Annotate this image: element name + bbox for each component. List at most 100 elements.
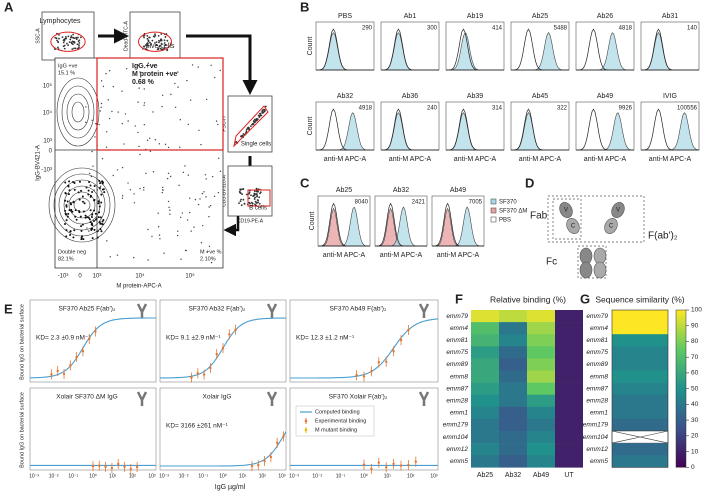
experimental-point	[275, 441, 279, 445]
event-dot	[68, 189, 71, 192]
colorbar-tick-label: 40	[691, 401, 699, 408]
event-dot	[57, 40, 59, 43]
event-dot	[106, 131, 108, 133]
domain-label: C	[609, 224, 614, 230]
event-dot	[158, 39, 160, 42]
event-dot	[99, 228, 102, 231]
event-dot	[93, 228, 96, 231]
row-label: emm81	[586, 337, 608, 344]
event-dot	[85, 186, 88, 189]
event-dot	[149, 41, 151, 44]
event-dot	[242, 188, 245, 190]
heatmap-cell	[471, 358, 499, 371]
axis-label: anti-M APC-A	[519, 156, 562, 163]
event-dot	[70, 208, 73, 211]
event-dot	[75, 38, 78, 41]
experimental-point	[414, 460, 417, 463]
mfi-value: 7005	[469, 200, 483, 206]
event-dot	[99, 216, 102, 219]
domain	[559, 202, 573, 218]
event-dot	[102, 218, 105, 221]
heatmap-cell	[555, 334, 583, 347]
event-dot	[255, 202, 258, 204]
experimental-point	[362, 463, 366, 466]
event-dot	[98, 186, 101, 189]
event-dot	[99, 110, 101, 112]
event-dot	[73, 47, 75, 50]
tick-label: 10⁰	[219, 473, 227, 479]
subplot-title: Xolair IgG	[203, 394, 232, 401]
event-dot	[78, 39, 81, 42]
event-dot	[168, 206, 170, 209]
event-dot	[147, 259, 149, 261]
computed-binding	[160, 431, 287, 467]
gate	[96, 57, 224, 151]
heatmap-cell	[471, 431, 499, 444]
row-label: emm79	[446, 313, 468, 320]
event-dot	[254, 196, 256, 199]
event-dot	[170, 93, 172, 96]
legend-label: SF370 ΔM	[499, 209, 527, 215]
event-dot	[101, 188, 104, 191]
panel-label: C	[300, 175, 310, 190]
experimental-point	[399, 464, 403, 467]
event-dot	[143, 36, 145, 39]
event-dot	[256, 199, 259, 201]
experimental-point	[355, 373, 358, 377]
mfi-value: 300	[427, 26, 438, 32]
legend-swatch	[304, 428, 308, 432]
row-label: emm87	[446, 385, 468, 392]
event-dot	[78, 44, 80, 47]
event-dot	[193, 226, 195, 228]
event-dot	[261, 109, 264, 112]
event-dot	[167, 146, 170, 149]
contour	[66, 93, 90, 131]
heatmap-cell	[555, 443, 583, 456]
row-label: emm5	[450, 458, 468, 465]
event-dot	[107, 99, 109, 101]
event-dot	[144, 66, 146, 69]
event-dot	[240, 198, 242, 201]
event-dot	[66, 215, 69, 218]
event-dot	[97, 200, 100, 203]
event-dot	[88, 230, 90, 232]
event-dot	[163, 47, 166, 49]
experimental-point	[209, 366, 212, 370]
event-dot	[63, 44, 66, 47]
axis-label: Count	[307, 117, 314, 136]
tick-label: 10³	[93, 274, 102, 280]
event-dot	[208, 215, 210, 218]
heatmap-cell	[471, 406, 499, 420]
event-dot	[158, 234, 161, 236]
event-dot	[89, 221, 92, 224]
subplot-title: SF370 Ab25 F(ab')₂	[59, 306, 116, 313]
axis-label: CD3-BV510-A	[221, 174, 227, 206]
heatmap-cell	[471, 310, 499, 323]
event-dot	[66, 200, 69, 203]
heatmap-cell	[555, 382, 583, 395]
tick-label: 0	[78, 274, 82, 280]
event-dot	[91, 213, 94, 216]
event-dot	[166, 177, 169, 180]
event-dot	[248, 197, 251, 200]
event-dot	[87, 193, 90, 196]
heatmap-cell	[471, 394, 499, 408]
experimental-point	[56, 369, 59, 373]
event-dot	[93, 189, 95, 191]
heatmap-cell	[499, 455, 527, 468]
heatmap-cell	[499, 334, 527, 347]
event-dot	[78, 210, 81, 213]
event-dot	[88, 181, 91, 184]
event-dot	[179, 216, 182, 219]
experimental-point	[69, 364, 72, 367]
event-dot	[73, 188, 76, 191]
heatmap-cell	[471, 443, 499, 456]
axis-label: anti-M APC-A	[649, 156, 692, 163]
event-dot	[202, 224, 204, 227]
histogram	[375, 202, 427, 247]
event-dot	[161, 191, 163, 194]
gate-stat: M +ve %	[200, 249, 222, 255]
heatmap-cell	[612, 310, 668, 323]
event-dot	[75, 218, 78, 221]
event-dot	[169, 213, 171, 215]
